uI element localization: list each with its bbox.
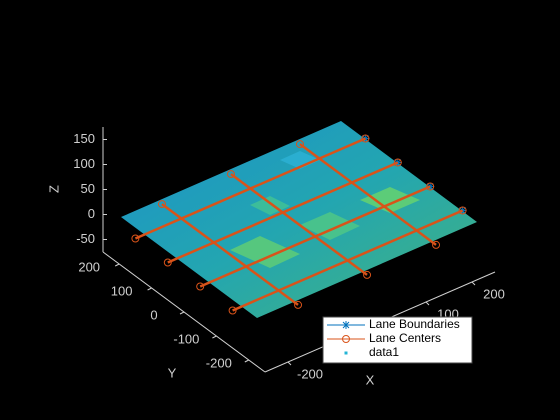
y-tick (147, 287, 152, 291)
marker (163, 258, 172, 267)
x-tick (287, 361, 292, 366)
line (299, 143, 437, 246)
x-tick (425, 301, 430, 306)
legend: Lane Boundaries Lane Centers data1 (322, 316, 473, 364)
z-axis-label: Z (46, 185, 61, 193)
x-tick-label: 200 (483, 286, 505, 301)
marker (226, 170, 235, 179)
marker (131, 234, 140, 243)
marker (228, 306, 237, 315)
marker (294, 300, 303, 309)
line (161, 203, 299, 306)
y-tick (212, 335, 217, 339)
point-cloud (121, 121, 477, 318)
marker (157, 200, 166, 209)
y-tick-label: 0 (150, 307, 157, 322)
marker (344, 351, 348, 355)
z-tick-label: 150 (73, 131, 95, 146)
marker (361, 134, 370, 143)
marker (458, 206, 467, 215)
legend-label: data1 (369, 345, 399, 359)
y-tick (179, 311, 185, 315)
marker (393, 158, 402, 167)
z-tick-label: 0 (88, 206, 95, 221)
z-tick-label: 100 (73, 156, 95, 171)
y-tick-label: -100 (173, 331, 199, 346)
marker (363, 270, 372, 279)
x-axis-label: X (366, 372, 375, 387)
line (230, 173, 368, 276)
y-tick-label: 100 (111, 283, 133, 298)
x-tick (471, 281, 476, 286)
legend-label: Lane Centers (369, 331, 441, 345)
x-tick-label: -200 (297, 366, 323, 381)
z-tick-label: 50 (81, 181, 95, 196)
marker (196, 282, 205, 291)
marker (426, 182, 435, 191)
y-tick (114, 263, 120, 267)
legend-label: Lane Boundaries (369, 317, 460, 331)
marks (131, 134, 467, 315)
y-tick-label: -200 (206, 355, 232, 370)
marker (295, 140, 304, 149)
marker (432, 240, 441, 249)
marker (342, 321, 350, 329)
y-tick-label: 200 (78, 259, 100, 274)
marker (342, 335, 350, 343)
z-tick-label: -50 (76, 231, 95, 246)
y-tick (244, 359, 250, 363)
y-axis-label: Y (168, 365, 177, 380)
